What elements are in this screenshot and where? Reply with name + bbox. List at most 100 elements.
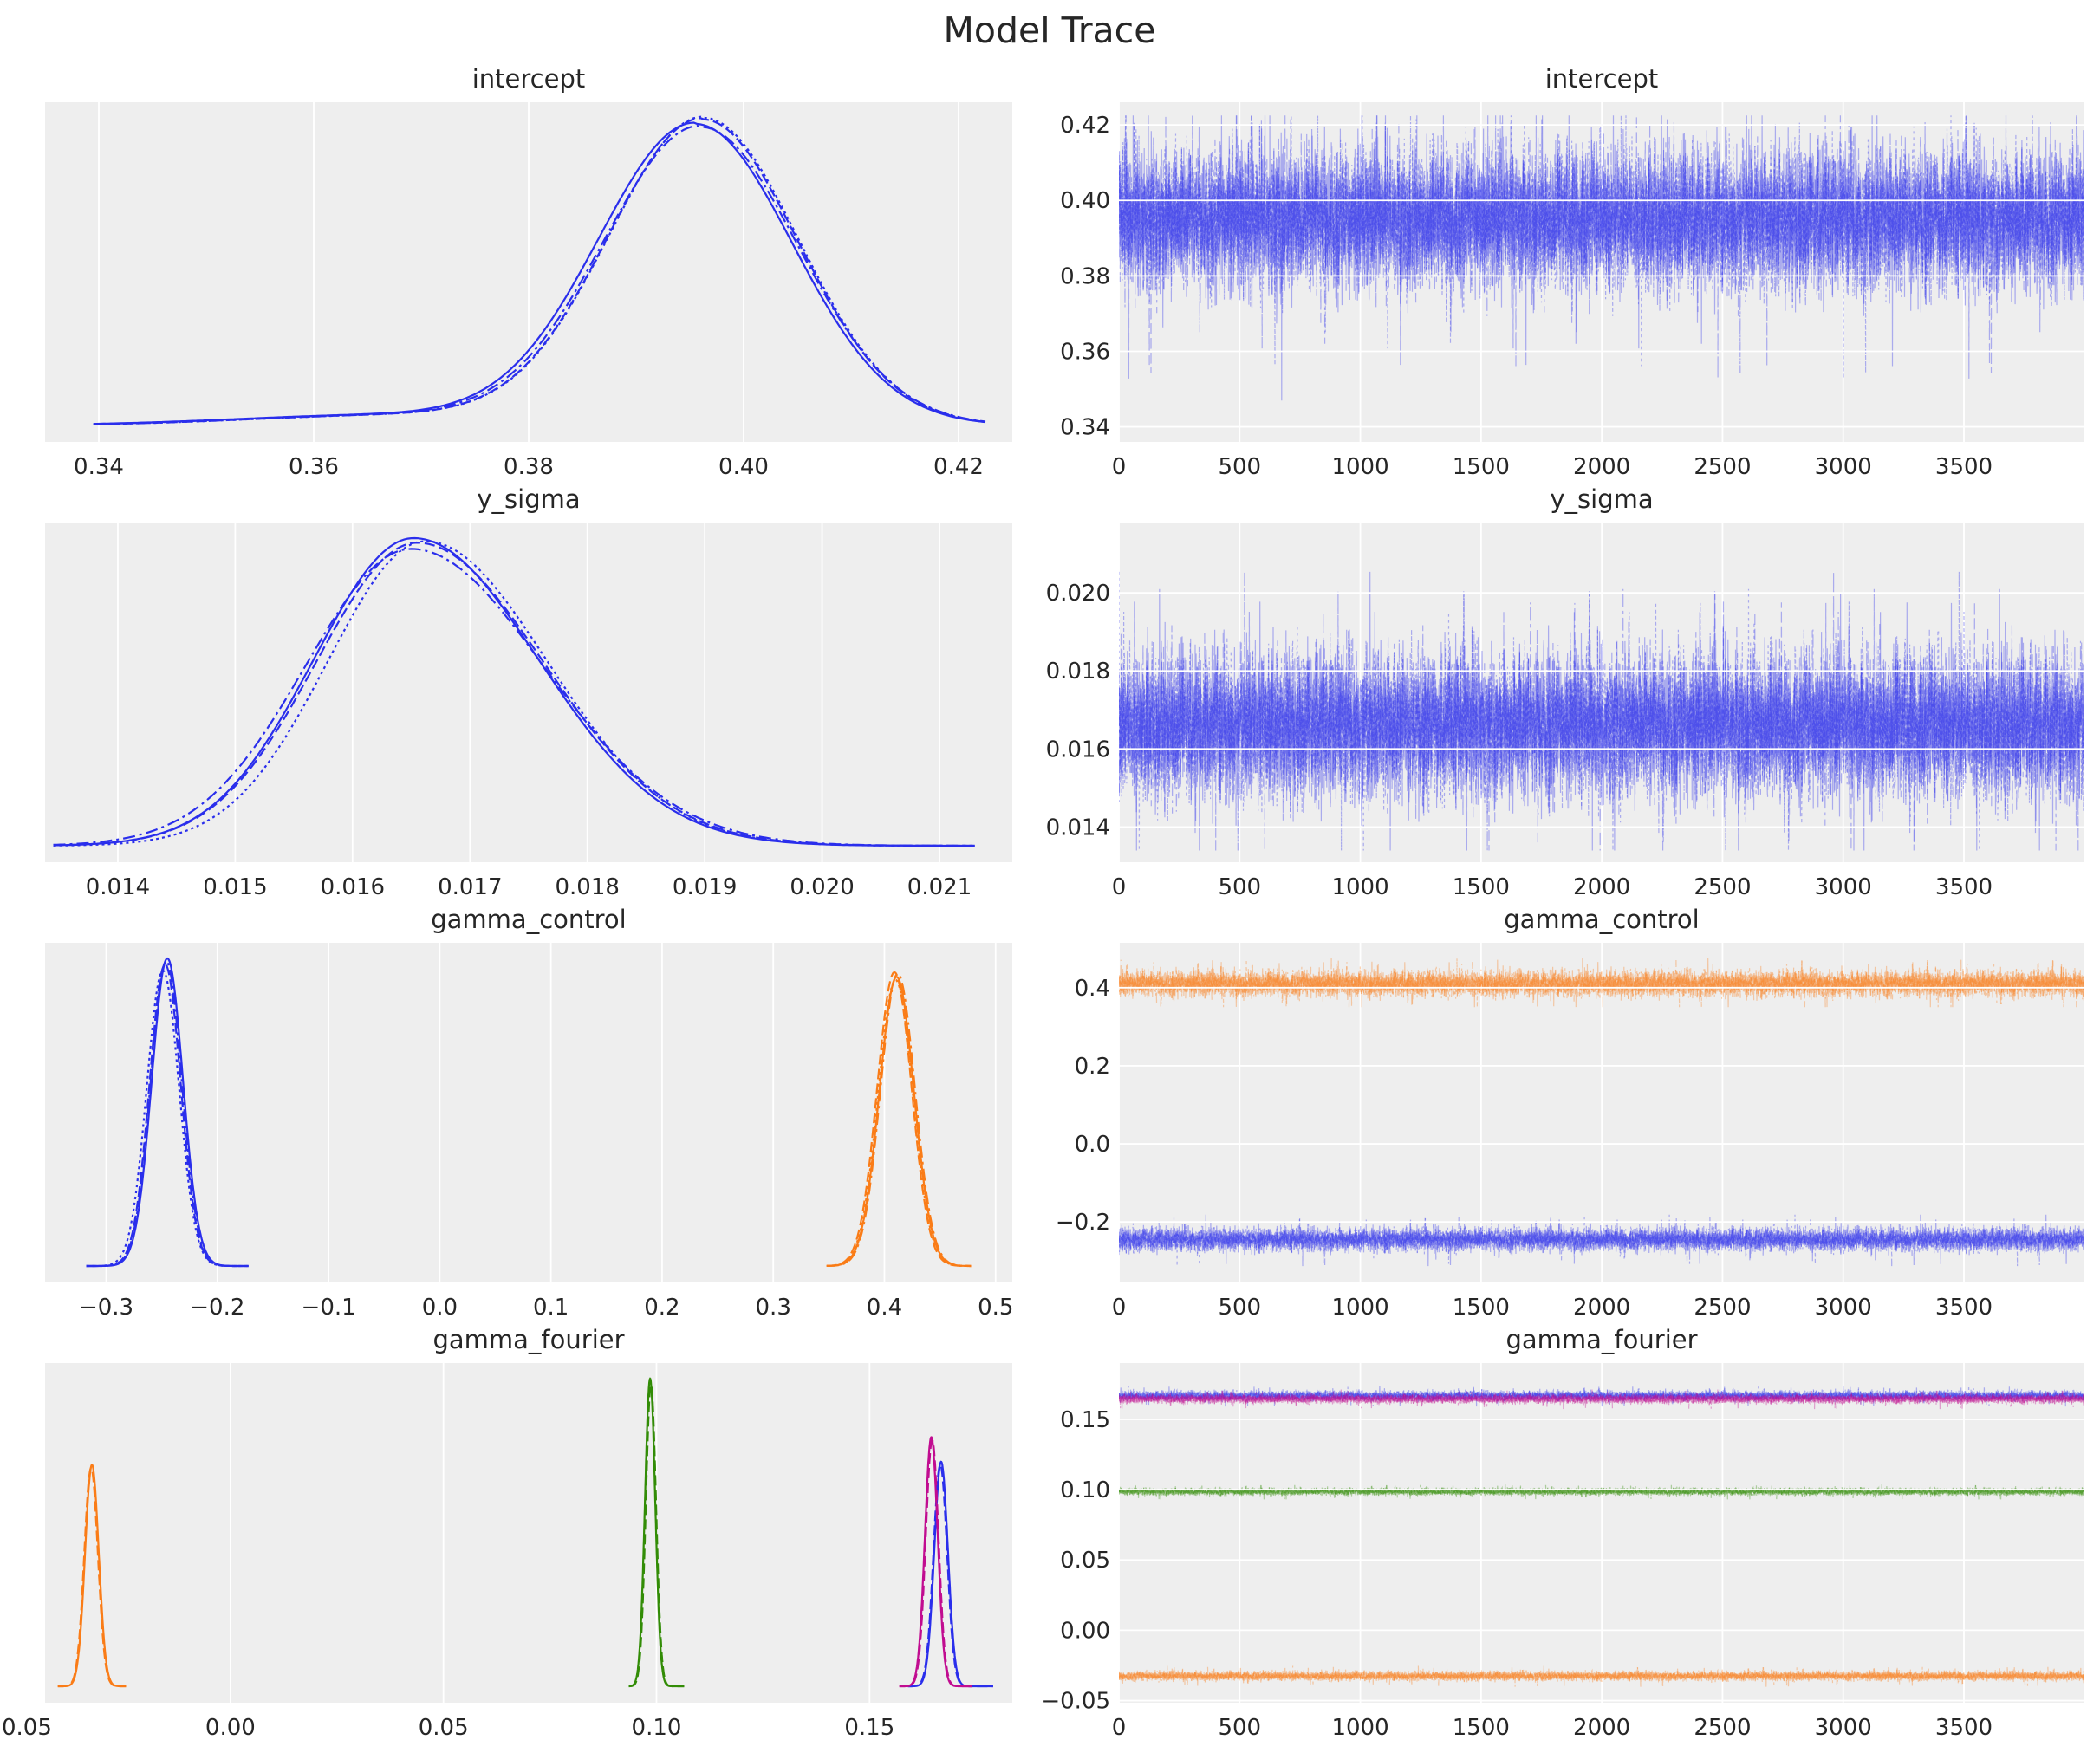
kde-line-c0-dashed	[53, 542, 975, 847]
plot-area	[1119, 571, 2084, 851]
kde-line-c0-dotted	[53, 540, 975, 847]
plot-area	[53, 536, 975, 847]
trace-line-c0-chain-0	[1119, 1385, 2084, 1407]
trace-line-c0-chain-1	[1119, 1214, 2084, 1267]
x-tick-label: 0.5	[978, 1295, 1013, 1321]
kde-line-c1-solid	[57, 1464, 127, 1688]
y-tick-label: 0.020	[1046, 581, 1110, 607]
x-tick-label: −0.05	[0, 1715, 52, 1741]
trace-line-c0-chain-3	[1119, 1214, 2084, 1267]
trace-line-c0-chain-3	[1119, 571, 2084, 851]
panel-title: gamma_fourier	[432, 1325, 624, 1354]
trace-line-c0-chain-0	[1119, 1214, 2084, 1267]
panel-title: intercept	[472, 64, 586, 94]
trace-line-c0-chain-0	[1119, 571, 2084, 851]
x-tick-label: 0	[1112, 1295, 1127, 1321]
kde-line-c2-dashed	[628, 1383, 685, 1688]
trace-line-c1-chain-1	[1119, 1665, 2084, 1687]
x-tick-label: 1000	[1331, 874, 1388, 900]
x-tick-label: 0.3	[756, 1295, 791, 1321]
trace-line-c2-chain-0	[1119, 1484, 2084, 1500]
y-tick-label: 0.05	[1060, 1548, 1110, 1574]
trace-line-c3-chain-1	[1119, 1389, 2084, 1410]
x-tick-label: 0.016	[321, 874, 385, 900]
plot-area	[86, 957, 972, 1268]
kde-line-c3-solid	[899, 1436, 972, 1688]
panel-trace-gamma-fourier: 0 500 1000 1500 2000 2500 3000 3500 gamma_fourie…	[1041, 1325, 2084, 1741]
x-tick-label: 2500	[1694, 1715, 1751, 1741]
x-tick-label: −0.2	[190, 1295, 244, 1321]
x-tick-label: 2000	[1573, 1715, 1630, 1741]
panel-trace-y-sigma: 0 500 1000 1500 2000 2500 3000 3500 y_sigma 0.014…	[1046, 484, 2084, 900]
trace-line-c0-chain-3	[1119, 115, 2084, 379]
y-tick-label: 0.36	[1060, 339, 1110, 365]
x-tick-label: 2000	[1573, 1295, 1630, 1321]
trace-line-c0-chain-0	[1119, 115, 2084, 401]
y-tick-label: 0.15	[1060, 1407, 1110, 1433]
y-tick-label: −0.05	[1041, 1689, 1110, 1715]
y-tick-label: 0.014	[1046, 815, 1110, 841]
plot-area	[1119, 958, 2084, 1267]
x-tick-label: 0.015	[203, 874, 267, 900]
x-tick-label: 500	[1218, 1295, 1261, 1321]
y-tick-label: 0.10	[1060, 1477, 1110, 1503]
panel-title: y_sigma	[1550, 484, 1653, 514]
x-tick-label: 3500	[1935, 874, 1993, 900]
x-tick-label: 0.018	[555, 874, 619, 900]
trace-line-c1-chain-2	[1119, 1665, 2084, 1687]
x-tick-label: 2500	[1694, 1295, 1751, 1321]
y-tick-label: 0.016	[1046, 737, 1110, 763]
trace-line-c0-chain-1	[1119, 1385, 2084, 1407]
y-tick-label: 0.4	[1075, 976, 1110, 1002]
x-tick-label: 0.020	[790, 874, 854, 900]
x-tick-label: 2500	[1694, 454, 1751, 480]
y-tick-label: 0.2	[1075, 1054, 1110, 1080]
x-tick-label: −0.1	[302, 1295, 356, 1321]
trace-line-c0-chain-2	[1119, 1385, 2084, 1407]
panel-title: gamma_fourier	[1505, 1325, 1697, 1354]
y-tick-label: 0.38	[1060, 263, 1110, 289]
kde-line-c0-dashdot	[53, 548, 975, 847]
trace-line-c3-chain-3	[1119, 1389, 2084, 1410]
plot-background	[45, 523, 1012, 862]
x-tick-label: 3500	[1935, 1715, 1993, 1741]
panel-kde-gamma-control: −0.3 −0.2 −0.1 0.0 0.1 0.2 0.3 0.4 0.5 gamma_cont…	[45, 905, 1013, 1321]
x-tick-label: 0.34	[74, 454, 124, 480]
x-tick-label: 0.014	[86, 874, 150, 900]
trace-line-c0-chain-2	[1119, 571, 2084, 851]
plot-area	[1119, 1385, 2084, 1687]
panel-kde-y-sigma: 0.014 0.015 0.016 0.017 0.018 0.019 0.020 0.021…	[45, 484, 1012, 900]
trace-line-c1-chain-3	[1119, 1665, 2084, 1687]
panel-title: intercept	[1545, 64, 1659, 94]
x-tick-label: 1500	[1453, 454, 1510, 480]
figure-title: Model Trace	[944, 10, 1156, 51]
panel-trace-gamma-control: 0 500 1000 1500 2000 2500 3000 3500 gamma_contro…	[1056, 905, 2084, 1321]
x-tick-label: 500	[1218, 874, 1261, 900]
kde-line-c1-dashed	[826, 971, 972, 1268]
trace-line-c3-chain-0	[1119, 1389, 2084, 1410]
x-tick-label: 0.019	[673, 874, 737, 900]
x-tick-label: 0.4	[867, 1295, 902, 1321]
panel-title: gamma_control	[431, 905, 626, 934]
panel-title: y_sigma	[477, 484, 580, 514]
y-tick-label: 0.40	[1060, 188, 1110, 214]
kde-line-c0-dashed	[907, 1464, 993, 1688]
x-tick-label: 0.0	[422, 1295, 458, 1321]
x-tick-label: 1000	[1331, 454, 1388, 480]
panel-trace-intercept: 0 500 1000 1500 2000 2500 3000 3500 intercept 0.3…	[1060, 64, 2084, 480]
x-tick-label: 0.1	[533, 1295, 569, 1321]
trace-line-c0-chain-3	[1119, 1385, 2084, 1407]
x-tick-label: 0.017	[438, 874, 502, 900]
x-tick-label: 3000	[1815, 454, 1872, 480]
x-tick-label: 2500	[1694, 874, 1751, 900]
x-tick-label: 2000	[1573, 454, 1630, 480]
trace-line-c0-chain-1	[1119, 571, 2084, 851]
x-tick-label: 2000	[1573, 874, 1630, 900]
kde-line-c1-dashdot	[826, 972, 972, 1268]
trace-line-c1-chain-0	[1119, 958, 2084, 1008]
trace-line-c3-chain-2	[1119, 1389, 2084, 1410]
x-tick-label: 0.05	[419, 1715, 469, 1741]
trace-line-c0-chain-2	[1119, 115, 2084, 379]
y-tick-label: 0.018	[1046, 659, 1110, 685]
